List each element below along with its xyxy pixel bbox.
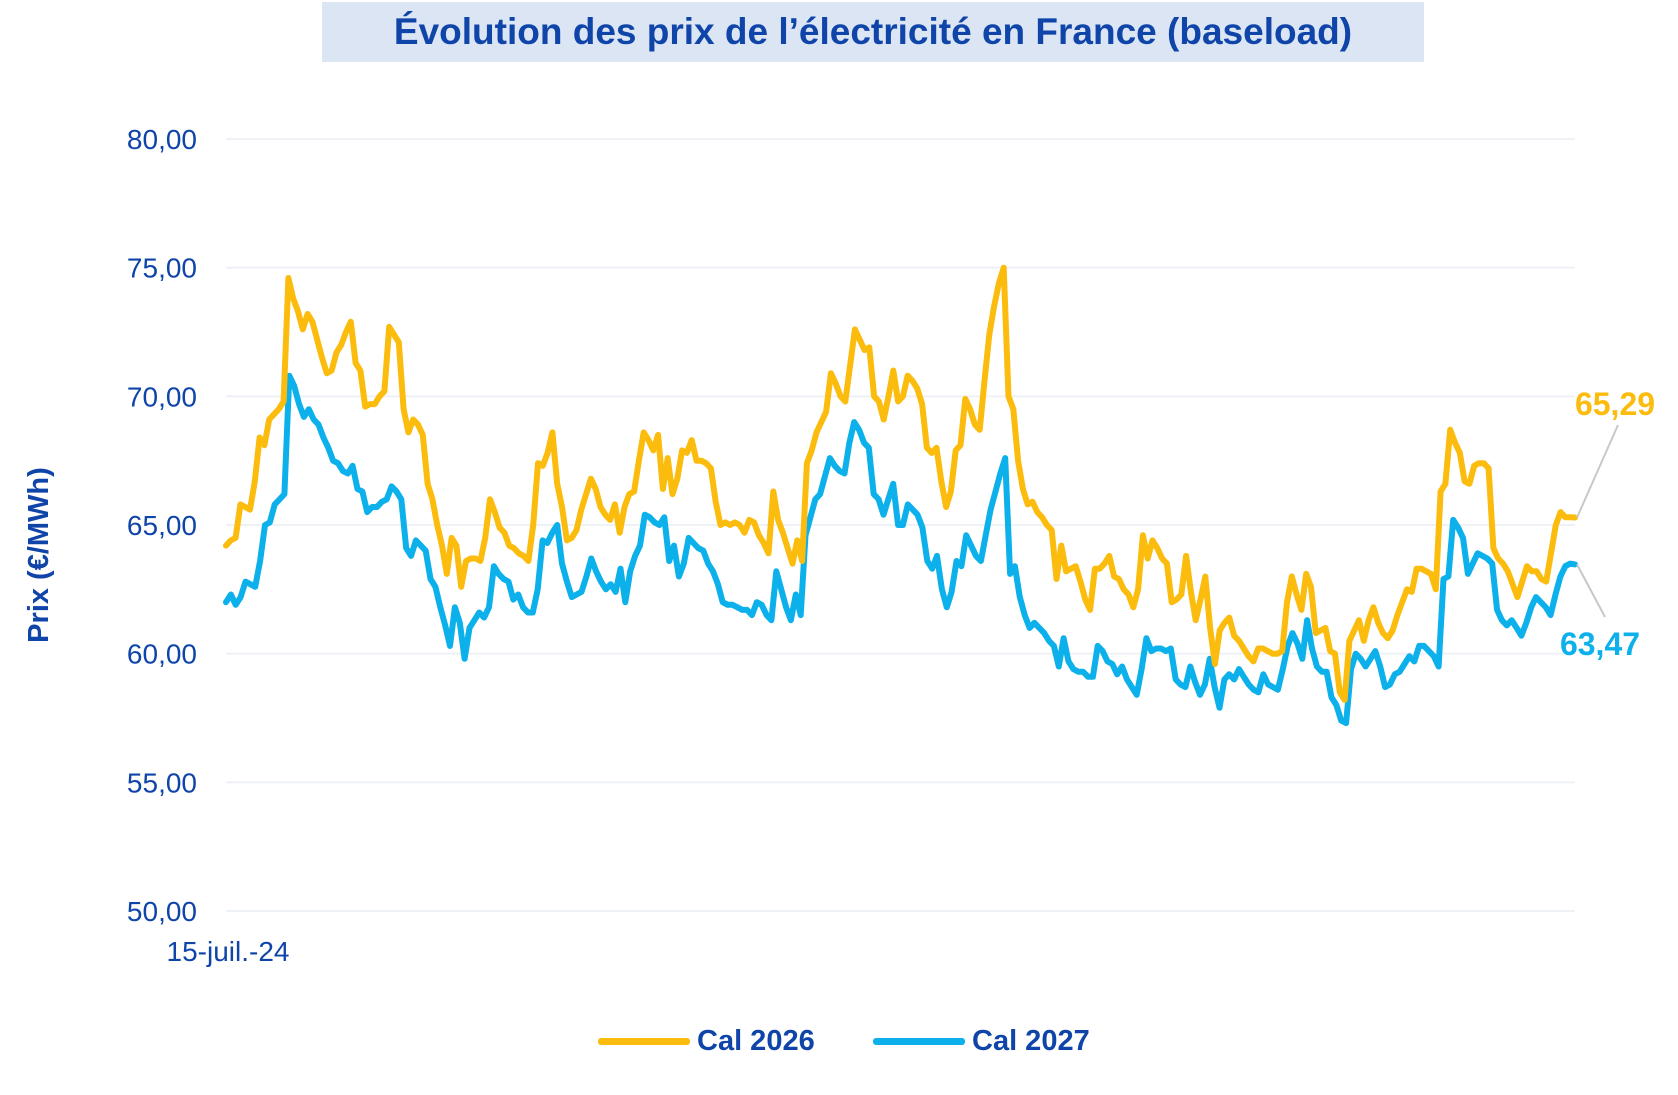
series-lines	[223, 264, 1578, 727]
y-axis-label: Prix (€/MWh)	[23, 467, 55, 643]
y-tick-label: 75,00	[127, 253, 197, 284]
legend-swatch-cal-2027	[873, 1038, 965, 1045]
x-tick-label: 15-juil.-24	[167, 936, 290, 967]
legend-label-cal-2027: Cal 2027	[972, 1025, 1090, 1057]
title-background	[322, 2, 1424, 62]
leader-line	[1576, 424, 1619, 518]
y-tick-label: 50,00	[127, 896, 197, 927]
legend-label-cal-2026: Cal 2026	[697, 1025, 815, 1057]
legend-swatch-cal-2026	[598, 1038, 690, 1045]
series-line-cal-2027	[223, 372, 1578, 727]
y-tick-label: 70,00	[127, 381, 197, 412]
series-line-cal-2026	[223, 264, 1578, 703]
end-label-cal-2026: 65,29	[1575, 386, 1655, 422]
end-label-cal-2027: 63,47	[1560, 626, 1640, 662]
leader-line	[1576, 563, 1606, 618]
end-label-leaders	[1576, 424, 1619, 618]
y-tick-label: 55,00	[127, 767, 197, 798]
y-tick-label: 80,00	[127, 124, 197, 155]
chart-title: Évolution des prix de l’électricité en F…	[393, 11, 1353, 52]
y-tick-label: 60,00	[127, 639, 197, 670]
y-tick-label: 65,00	[127, 510, 197, 541]
y-axis-ticks: 50,00 55,00 60,00 65,00 70,00 75,00 80,00	[127, 124, 197, 927]
